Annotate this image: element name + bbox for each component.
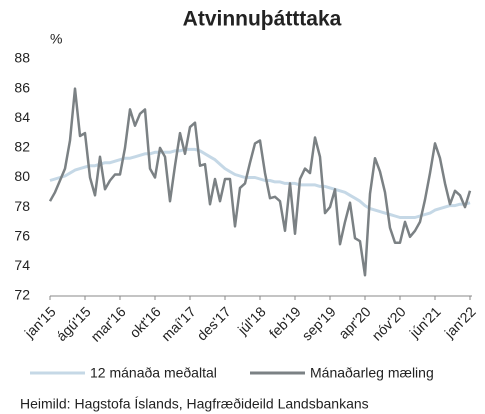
- y-tick-label: 84: [14, 109, 30, 125]
- x-tick-label: jan'22: [441, 303, 479, 341]
- y-tick-label: 76: [14, 227, 30, 243]
- x-tick-label: sep'19: [299, 303, 339, 343]
- y-tick-label: 78: [14, 198, 30, 214]
- y-tick-label: 74: [14, 257, 30, 273]
- x-tick-label: des'17: [194, 303, 234, 343]
- y-tick-label: 80: [14, 168, 30, 184]
- x-tick-label: ágú'15: [53, 303, 94, 344]
- y-tick-label: 72: [14, 287, 30, 303]
- y-tick-label: 82: [14, 139, 30, 155]
- line-series: [49, 147, 471, 219]
- legend-label: 12 mánaða meðaltal: [90, 365, 217, 381]
- x-tick-label: maí'17: [158, 303, 199, 344]
- source: Heimild: Hagstofa Íslands, Hagfræðideild…: [20, 396, 369, 412]
- chart-title: Atvinnuþátttaka: [183, 8, 342, 31]
- x-tick-label: jún'21: [406, 303, 444, 341]
- y-axis-label: %: [50, 31, 62, 47]
- x-tick-label: nóv'20: [369, 303, 409, 343]
- y-tick-label: 88: [14, 50, 30, 66]
- x-tick-label: jan'15: [21, 303, 59, 341]
- legend-label: Mánaðarleg mæling: [310, 365, 434, 381]
- x-tick-label: feb'19: [266, 303, 304, 341]
- y-tick-label: 86: [14, 79, 30, 95]
- x-tick-label: mar'16: [87, 303, 128, 344]
- x-tick-label: apr'20: [335, 303, 374, 342]
- x-tick-label: okt'16: [126, 303, 164, 341]
- line-series: [48, 87, 472, 277]
- x-tick-label: júl'18: [234, 303, 269, 338]
